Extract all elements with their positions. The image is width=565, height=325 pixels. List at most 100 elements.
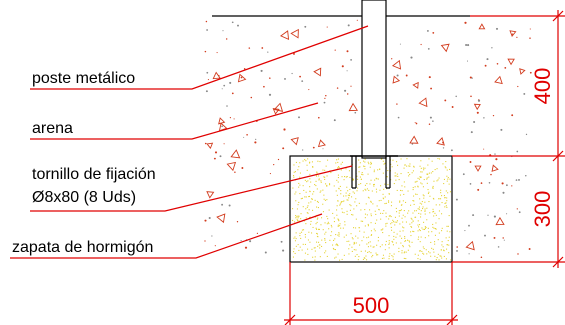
concrete-grain — [441, 202, 443, 204]
concrete-grain — [423, 197, 425, 199]
concrete-grain — [377, 169, 379, 171]
sand-grain — [221, 125, 223, 128]
concrete-grain — [382, 193, 384, 195]
concrete-grain — [370, 245, 372, 247]
concrete-grain — [355, 227, 357, 229]
concrete-grain — [335, 256, 337, 258]
concrete-grain — [317, 245, 319, 247]
concrete-grain — [400, 173, 402, 175]
sand-grain — [405, 74, 408, 77]
sand-grain — [410, 56, 413, 59]
concrete-grain — [413, 195, 415, 197]
concrete-grain — [337, 225, 339, 227]
concrete-grain — [315, 223, 317, 225]
sand-grain — [284, 77, 286, 80]
concrete-grain — [441, 195, 443, 197]
sand-grain — [347, 24, 350, 27]
concrete-grain — [299, 176, 301, 178]
concrete-grain — [445, 190, 447, 192]
concrete-grain — [408, 165, 410, 167]
concrete-grain — [399, 194, 401, 196]
sand-grain — [350, 59, 352, 61]
concrete-grain — [298, 166, 300, 168]
sand-grain — [350, 85, 352, 87]
concrete-grain — [307, 253, 309, 255]
concrete-grain — [417, 185, 419, 187]
concrete-grain — [388, 258, 390, 260]
concrete-grain — [357, 259, 359, 261]
concrete-grain — [318, 241, 320, 243]
concrete-grain — [326, 184, 328, 186]
concrete-grain — [364, 184, 366, 186]
sand-grain — [518, 178, 520, 181]
sand-grain — [414, 122, 416, 124]
sand-grain — [480, 182, 483, 184]
concrete-grain — [403, 181, 405, 183]
concrete-grain — [370, 222, 372, 224]
concrete-grain — [435, 259, 437, 261]
concrete-grain — [365, 189, 367, 191]
sand-grain — [243, 136, 245, 138]
concrete-grain — [320, 190, 322, 192]
concrete-grain — [426, 177, 428, 179]
sand-grain — [250, 96, 253, 99]
concrete-grain — [299, 162, 301, 164]
concrete-grain — [388, 218, 390, 220]
concrete-grain — [388, 243, 390, 245]
concrete-grain — [346, 210, 348, 212]
concrete-grain — [439, 158, 441, 160]
concrete-grain — [370, 213, 372, 215]
concrete-grain — [348, 195, 350, 197]
concrete-grain — [400, 242, 402, 244]
concrete-grain — [398, 212, 400, 214]
concrete-grain — [329, 239, 331, 241]
concrete-grain — [338, 166, 340, 168]
anchor-bolts — [351, 156, 391, 189]
concrete-grain — [382, 232, 384, 234]
concrete-grain — [439, 204, 441, 206]
sand-grain — [397, 116, 400, 119]
concrete-grain — [434, 169, 436, 171]
concrete-grain — [347, 199, 349, 201]
concrete-grain — [403, 227, 405, 229]
sand-pebble — [436, 137, 445, 146]
sand-grain — [501, 182, 504, 185]
concrete-grain — [434, 255, 436, 257]
sand-grain — [333, 119, 336, 122]
sand-grain — [341, 65, 344, 68]
concrete-grain — [444, 166, 446, 168]
sand-pebble — [474, 165, 482, 172]
concrete-grain — [424, 226, 426, 228]
sand-grain — [468, 224, 470, 227]
concrete-grain — [399, 230, 401, 232]
concrete-grain — [391, 222, 393, 224]
concrete-grain — [385, 216, 387, 218]
concrete-grain — [301, 249, 303, 251]
concrete-grain — [348, 253, 350, 255]
concrete-grain — [395, 236, 397, 238]
concrete-grain — [331, 226, 333, 228]
concrete-grain — [385, 225, 387, 227]
sand-grain — [261, 47, 264, 49]
concrete-grain — [410, 204, 412, 206]
concrete-grain — [343, 254, 345, 256]
concrete-grain — [352, 214, 354, 216]
sand-pebble — [494, 75, 503, 85]
concrete-grain — [299, 193, 301, 195]
concrete-grain — [405, 221, 407, 223]
concrete-grain — [367, 223, 369, 225]
concrete-grain — [391, 240, 393, 242]
concrete-grain — [390, 223, 392, 225]
concrete-grain — [433, 198, 435, 200]
concrete-grain — [388, 247, 390, 249]
concrete-grain — [392, 159, 394, 161]
sand-grain — [268, 93, 272, 96]
concrete-grain — [420, 160, 422, 162]
concrete-grain — [316, 228, 318, 230]
sand-grain — [504, 67, 507, 69]
sand-pebble — [218, 122, 228, 132]
sand-grain — [207, 79, 209, 81]
concrete-grain — [310, 220, 312, 222]
sand-grain — [244, 246, 248, 249]
concrete-grain — [418, 178, 420, 180]
